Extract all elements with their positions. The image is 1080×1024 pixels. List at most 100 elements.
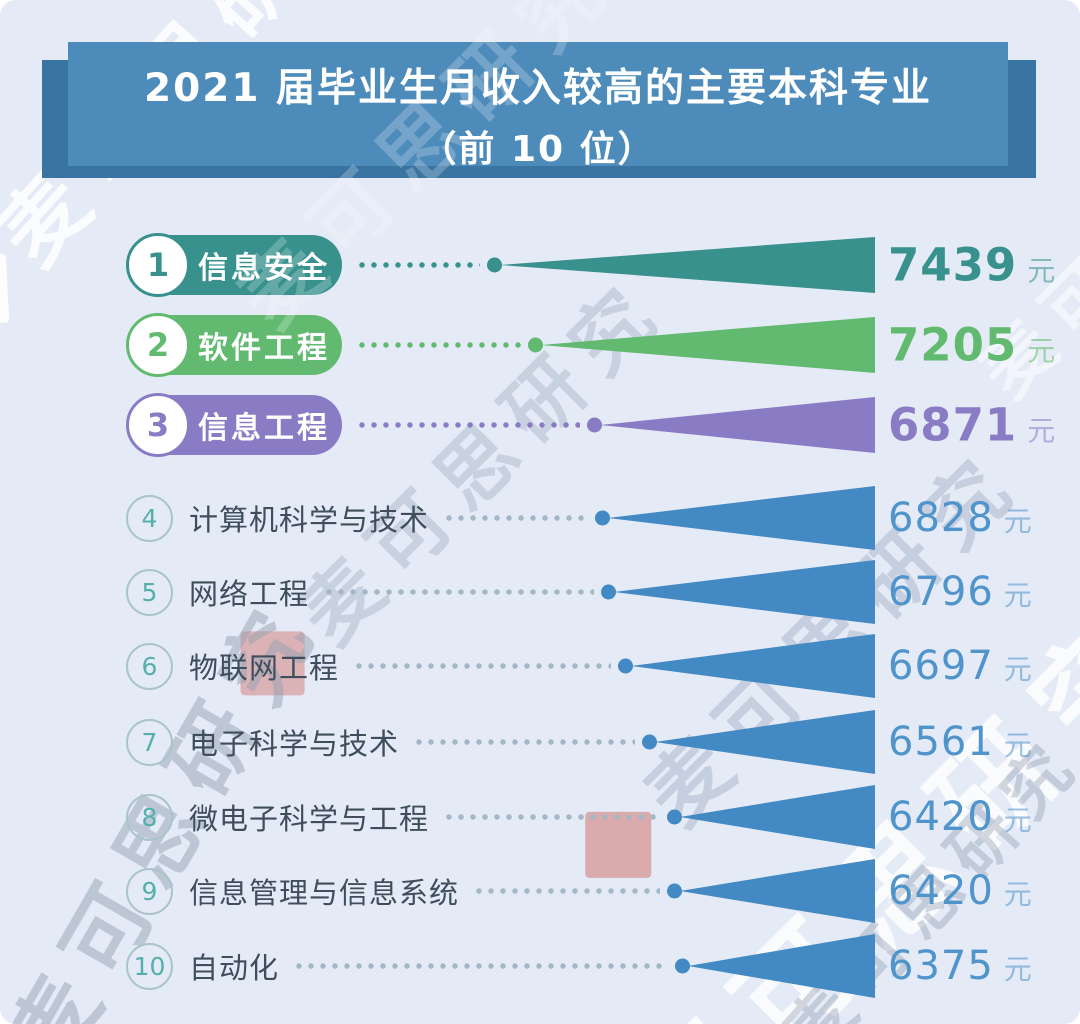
- row-left-group: 10 自动化: [126, 929, 672, 1003]
- value-unit: 元: [1003, 953, 1032, 986]
- value-number: 6420: [888, 794, 994, 840]
- rank-badge: 1: [126, 233, 190, 297]
- ranking-row: 8 微电子科学与工程 6420 元: [0, 780, 1080, 854]
- value-wedge: [541, 317, 875, 373]
- major-pill: 信息工程 3: [126, 393, 342, 457]
- dotted-leader: [356, 262, 480, 268]
- dotted-leader: [293, 963, 668, 969]
- wedge-apex-dot: [667, 809, 682, 825]
- ranking-row: 信息安全 1 7439 元: [0, 228, 1080, 302]
- value-wedge: [614, 560, 875, 624]
- value-wedge: [608, 486, 875, 550]
- value-unit: 元: [1003, 653, 1032, 686]
- dotted-leader: [323, 589, 594, 595]
- major-label: 微电子科学与工程: [189, 802, 430, 836]
- rank-badge: 8: [126, 793, 173, 841]
- value-number: 6871: [888, 398, 1018, 452]
- major-pill: 软件工程 2: [126, 313, 342, 377]
- value-unit: 元: [1003, 878, 1032, 911]
- value-unit: 元: [1003, 804, 1032, 837]
- rank-badge: 5: [126, 568, 173, 616]
- major-plain: 7 电子科学与技术: [126, 718, 400, 766]
- dotted-leader: [356, 342, 521, 348]
- wedge-apex-dot: [667, 883, 682, 899]
- major-plain: 9 信息管理与信息系统: [126, 867, 460, 915]
- value-unit: 元: [1027, 334, 1056, 368]
- major-label: 自动化: [189, 951, 280, 985]
- value-group: 6375 元: [888, 943, 1032, 989]
- ranking-row: 6 物联网工程 6697 元: [0, 629, 1080, 703]
- major-label: 信息安全: [198, 251, 330, 286]
- value-group: 6697 元: [888, 643, 1032, 689]
- row-left-group: 信息安全 1: [126, 228, 484, 302]
- major-label: 物联网工程: [189, 651, 340, 685]
- value-number: 6375: [888, 943, 994, 989]
- value-number: 7205: [888, 318, 1018, 372]
- value-wedge: [500, 237, 875, 293]
- value-number: 6561: [888, 719, 994, 765]
- row-left-group: 7 电子科学与技术: [126, 705, 639, 779]
- value-group: 6420 元: [888, 868, 1032, 914]
- page-subtitle: （前 10 位）: [420, 129, 656, 170]
- value-wedge: [655, 710, 875, 774]
- value-unit: 元: [1003, 505, 1032, 538]
- row-left-group: 5 网络工程: [126, 555, 598, 629]
- row-left-group: 8 微电子科学与工程: [126, 780, 664, 854]
- wedge-apex-dot: [675, 958, 690, 974]
- wedge-apex-dot: [618, 658, 633, 674]
- rank-badge: 4: [126, 494, 173, 542]
- value-unit: 元: [1027, 414, 1056, 448]
- value-group: 6871 元: [888, 399, 1055, 452]
- dotted-leader: [356, 422, 580, 428]
- row-left-group: 软件工程 2: [126, 308, 525, 382]
- value-group: 7439 元: [888, 239, 1055, 292]
- value-group: 6796 元: [888, 569, 1032, 615]
- major-label: 网络工程: [189, 577, 310, 611]
- major-plain: 8 微电子科学与工程: [126, 793, 430, 841]
- value-unit: 元: [1027, 254, 1056, 288]
- ranking-row: 信息工程 3 6871 元: [0, 388, 1080, 462]
- major-plain: 6 物联网工程: [126, 642, 340, 690]
- value-group: 6561 元: [888, 719, 1032, 765]
- page-title: 2021 届毕业生月收入较高的主要本科专业: [143, 66, 933, 111]
- rank-badge: 10: [126, 942, 173, 990]
- ranking-row: 9 信息管理与信息系统 6420 元: [0, 854, 1080, 928]
- ranking-row: 4 计算机科学与技术 6828 元: [0, 481, 1080, 555]
- value-number: 7439: [888, 238, 1018, 292]
- dotted-leader: [473, 888, 660, 894]
- value-group: 6420 元: [888, 794, 1032, 840]
- value-wedge: [600, 397, 875, 453]
- value-group: 7205 元: [888, 319, 1055, 372]
- wedge-apex-dot: [642, 734, 657, 750]
- ranking-row: 10 自动化 6375 元: [0, 929, 1080, 1003]
- row-left-group: 信息工程 3: [126, 388, 584, 462]
- rank-badge: 9: [126, 867, 173, 915]
- rank-badge: 6: [126, 642, 173, 690]
- value-wedge: [680, 859, 875, 923]
- row-left-group: 4 计算机科学与技术: [126, 481, 592, 555]
- wedge-apex-dot: [487, 257, 502, 273]
- major-plain: 5 网络工程: [126, 568, 310, 616]
- value-wedge: [680, 785, 875, 849]
- rank-badge: 7: [126, 718, 173, 766]
- major-label: 信息管理与信息系统: [189, 876, 460, 910]
- wedge-apex-dot: [601, 584, 616, 600]
- value-group: 6828 元: [888, 495, 1032, 541]
- major-label: 软件工程: [198, 331, 330, 366]
- value-number: 6420: [888, 868, 994, 914]
- row-left-group: 6 物联网工程: [126, 629, 615, 703]
- value-unit: 元: [1003, 729, 1032, 762]
- major-label: 计算机科学与技术: [189, 503, 430, 537]
- rank-badge: 2: [126, 313, 190, 377]
- wedge-apex-dot: [528, 337, 543, 353]
- major-plain: 10 自动化: [126, 942, 280, 990]
- rank-badge: 3: [126, 393, 190, 457]
- major-label: 电子科学与技术: [189, 727, 400, 761]
- major-pill: 信息安全 1: [126, 233, 342, 297]
- ranking-row: 7 电子科学与技术 6561 元: [0, 705, 1080, 779]
- row-left-group: 9 信息管理与信息系统: [126, 854, 664, 928]
- major-label: 信息工程: [198, 411, 330, 446]
- value-number: 6697: [888, 643, 994, 689]
